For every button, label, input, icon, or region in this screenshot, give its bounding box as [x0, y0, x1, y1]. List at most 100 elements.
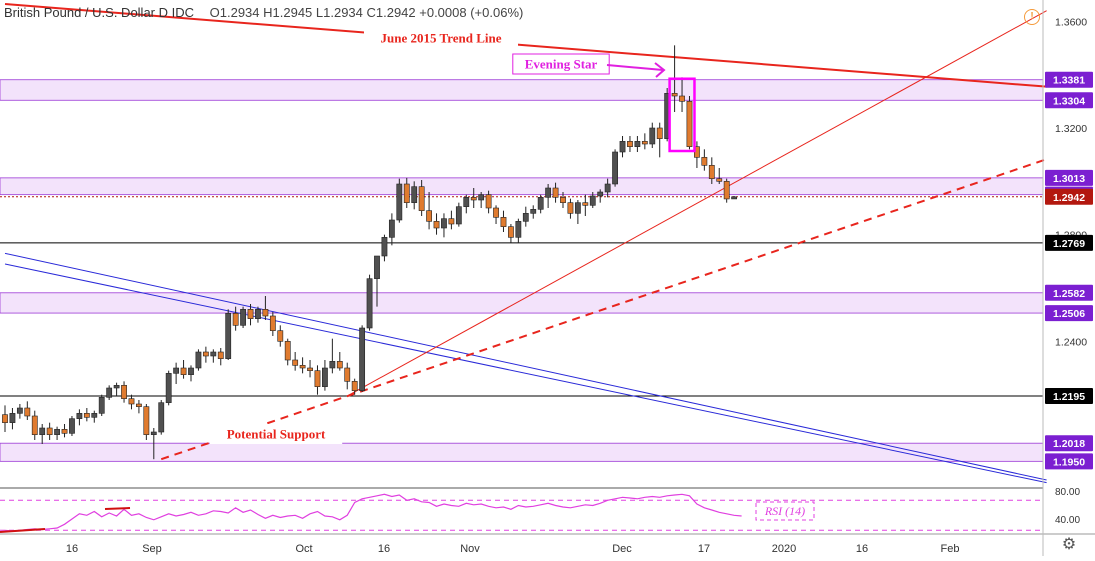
- candle-body: [470, 197, 477, 201]
- candle-body: [701, 157, 708, 166]
- candle-body: [433, 221, 440, 229]
- candle-body: [545, 187, 552, 198]
- x-tick-label: 16: [378, 543, 390, 555]
- candle-body: [366, 278, 373, 329]
- price-label-text: 1.2195: [1053, 391, 1085, 403]
- candle-body: [9, 413, 16, 423]
- candle-body: [441, 218, 447, 229]
- candle-body: [731, 196, 738, 200]
- candle: [284, 338, 291, 366]
- trend-line: [346, 10, 1047, 397]
- candle-body: [388, 219, 395, 238]
- candle-body: [723, 181, 730, 200]
- candle-body: [597, 191, 604, 197]
- candle: [463, 194, 470, 214]
- candle: [597, 189, 604, 203]
- candle-body: [619, 141, 626, 153]
- candle: [255, 306, 261, 323]
- rsi-line: [4, 493, 742, 532]
- candle-body: [98, 397, 105, 414]
- price-label-bg: [1045, 388, 1093, 404]
- candle: [292, 352, 299, 371]
- candle: [582, 194, 589, 216]
- candle-body: [552, 187, 559, 198]
- candle: [158, 400, 165, 435]
- price-label-bg: [1045, 234, 1093, 251]
- candle: [299, 357, 306, 374]
- price-label-bg: [1045, 453, 1093, 470]
- evening-star-label-text: Evening Star: [525, 57, 598, 72]
- candle: [470, 188, 477, 208]
- candle-body: [255, 309, 261, 319]
- candle-body: [143, 406, 150, 435]
- evening-star-arrow: [606, 62, 666, 78]
- rsi-oversold-mark: [0, 528, 46, 533]
- candle-body: [269, 315, 276, 331]
- candle: [388, 213, 395, 246]
- candle: [136, 400, 142, 414]
- candle: [641, 133, 648, 150]
- candle-body: [150, 431, 157, 435]
- candle-body: [307, 367, 313, 371]
- candle-body: [708, 165, 715, 179]
- candle: [113, 382, 120, 396]
- price-label: 1.2195: [1045, 388, 1093, 404]
- evening-star-box: [668, 77, 696, 153]
- candle: [210, 349, 217, 363]
- candle-body: [374, 255, 380, 279]
- gear-icon[interactable]: ⚙: [1061, 536, 1077, 553]
- candle-body: [649, 127, 656, 145]
- candle-body: [16, 407, 23, 414]
- trend-line: [4, 3, 1047, 88]
- warning-icon[interactable]: !: [1024, 9, 1040, 25]
- candle-body: [91, 413, 98, 418]
- candle-body: [656, 127, 663, 139]
- candle: [530, 205, 537, 219]
- potential-support-label-box: [209, 424, 343, 444]
- price-label-bg: [1045, 435, 1093, 452]
- trend-line-label: June 2015 Trend Line: [364, 28, 518, 48]
- candle-body: [493, 207, 499, 218]
- candle: [634, 136, 641, 152]
- candle-body: [2, 414, 8, 423]
- candle: [656, 122, 663, 158]
- candle: [262, 296, 269, 320]
- candle-body: [641, 141, 648, 145]
- candle: [485, 190, 492, 214]
- candle: [9, 408, 16, 430]
- candle-body: [508, 226, 514, 238]
- candle: [426, 192, 432, 230]
- candle: [307, 360, 313, 378]
- x-tick-label: Feb: [941, 543, 960, 555]
- candle: [344, 362, 351, 390]
- candle-body: [634, 141, 641, 147]
- evening-star-label-box: [512, 53, 610, 75]
- price-label-bg: [1045, 188, 1093, 205]
- candle: [314, 365, 321, 395]
- price-label-text: 1.2506: [1053, 308, 1085, 320]
- candle: [336, 352, 343, 371]
- candle-body: [106, 387, 113, 398]
- candle-body: [485, 194, 492, 209]
- price-label: 1.2018: [1045, 435, 1093, 452]
- candle: [545, 184, 552, 208]
- candle-body: [679, 95, 685, 102]
- trend-line: [160, 158, 1047, 461]
- candle: [195, 349, 202, 371]
- candle: [500, 210, 507, 232]
- x-tick-label: Sep: [142, 543, 162, 555]
- chart-header: British Pound / U.S. Dollar D IDC O1.293…: [4, 5, 523, 20]
- candle-body: [121, 385, 127, 399]
- candle-body: [411, 186, 418, 203]
- candle: [165, 370, 172, 406]
- trend-line-label-text: June 2015 Trend Line: [381, 31, 502, 46]
- price-label-text: 1.2018: [1053, 438, 1085, 450]
- candle-body: [240, 309, 246, 326]
- candle-body: [46, 427, 53, 435]
- candle: [217, 348, 224, 366]
- candle-body: [39, 427, 46, 435]
- price-label-text: 1.3304: [1053, 95, 1085, 107]
- candle-body: [180, 367, 187, 375]
